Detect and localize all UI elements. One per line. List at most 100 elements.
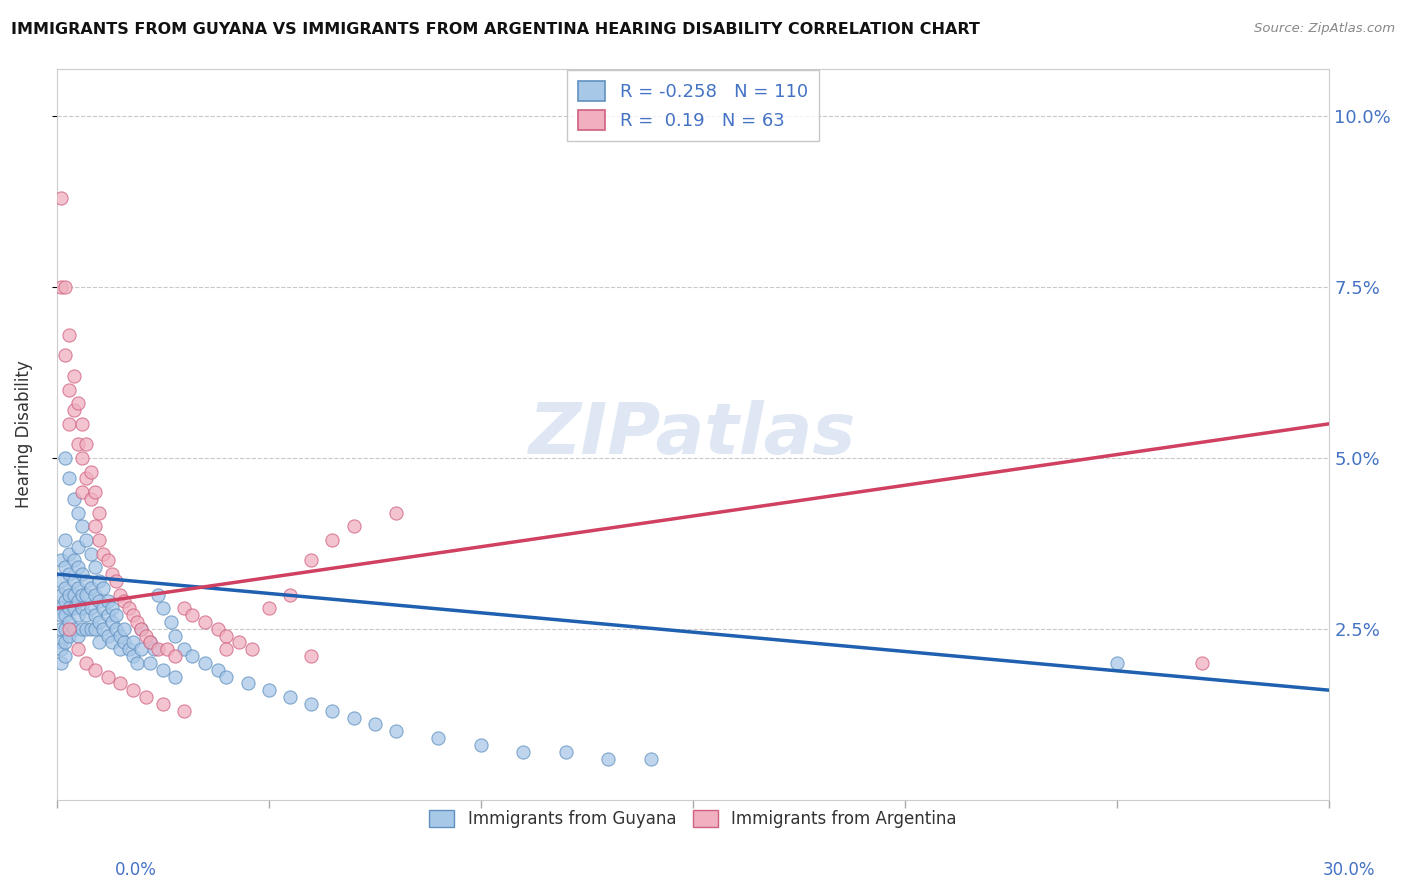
Point [62, 553, 84, 567]
Point [62, 574, 84, 588]
Point [66, 396, 89, 410]
Point [58, 471, 80, 485]
Point [62, 491, 84, 506]
Point [87, 506, 110, 520]
Point [427, 731, 450, 745]
Point [70, 519, 93, 533]
Point [75, 622, 97, 636]
Point [470, 738, 492, 752]
Point [49, 622, 72, 636]
Point [66, 437, 89, 451]
Point [105, 574, 128, 588]
Point [181, 648, 204, 663]
Point [58, 588, 80, 602]
Point [207, 663, 229, 677]
Point [165, 669, 187, 683]
Point [87, 635, 110, 649]
Point [173, 704, 195, 718]
Point [194, 615, 217, 629]
Point [118, 642, 141, 657]
Point [83, 519, 105, 533]
Point [160, 615, 183, 629]
Point [114, 594, 136, 608]
Point [49, 608, 72, 623]
Point [512, 745, 534, 759]
Point [58, 417, 80, 431]
Point [62, 601, 84, 615]
Point [53, 594, 76, 608]
Point [66, 560, 89, 574]
Point [70, 588, 93, 602]
Point [79, 581, 101, 595]
Point [135, 690, 157, 704]
Point [79, 601, 101, 615]
Point [342, 519, 364, 533]
Point [299, 648, 322, 663]
Point [110, 588, 132, 602]
Point [53, 635, 76, 649]
Point [53, 348, 76, 362]
Point [66, 629, 89, 643]
Point [207, 622, 229, 636]
Point [385, 506, 408, 520]
Point [122, 648, 145, 663]
Point [122, 635, 145, 649]
Point [58, 383, 80, 397]
Point [66, 608, 89, 623]
Point [75, 533, 97, 547]
Point [91, 581, 114, 595]
Point [66, 540, 89, 554]
Point [53, 280, 76, 294]
Point [91, 601, 114, 615]
Point [62, 622, 84, 636]
Point [165, 648, 187, 663]
Point [148, 642, 170, 657]
Point [83, 588, 105, 602]
Point [53, 622, 76, 636]
Point [110, 629, 132, 643]
Point [118, 601, 141, 615]
Point [173, 601, 195, 615]
Point [96, 553, 118, 567]
Point [194, 656, 217, 670]
Point [96, 629, 118, 643]
Point [79, 491, 101, 506]
Point [173, 642, 195, 657]
Point [131, 622, 153, 636]
Point [58, 615, 80, 629]
Text: ZIPatlas: ZIPatlas [529, 400, 856, 468]
Point [58, 629, 80, 643]
Point [75, 471, 97, 485]
Point [1191, 656, 1213, 670]
Point [58, 601, 80, 615]
Point [131, 642, 153, 657]
Point [87, 533, 110, 547]
Point [240, 642, 263, 657]
Point [110, 676, 132, 690]
Point [215, 642, 238, 657]
Point [83, 622, 105, 636]
Point [79, 547, 101, 561]
Point [257, 683, 280, 698]
Point [165, 629, 187, 643]
Point [87, 574, 110, 588]
Point [53, 581, 76, 595]
Point [53, 648, 76, 663]
Point [49, 191, 72, 205]
Point [70, 622, 93, 636]
Point [278, 690, 301, 704]
Point [66, 581, 89, 595]
Legend: Immigrants from Guyana, Immigrants from Argentina: Immigrants from Guyana, Immigrants from … [423, 804, 963, 835]
Point [53, 450, 76, 465]
Point [114, 622, 136, 636]
Point [70, 485, 93, 500]
Point [215, 629, 238, 643]
Point [62, 403, 84, 417]
Point [554, 745, 576, 759]
Point [321, 704, 343, 718]
Point [105, 622, 128, 636]
Point [70, 567, 93, 582]
Point [127, 615, 149, 629]
Point [96, 594, 118, 608]
Point [53, 608, 76, 623]
